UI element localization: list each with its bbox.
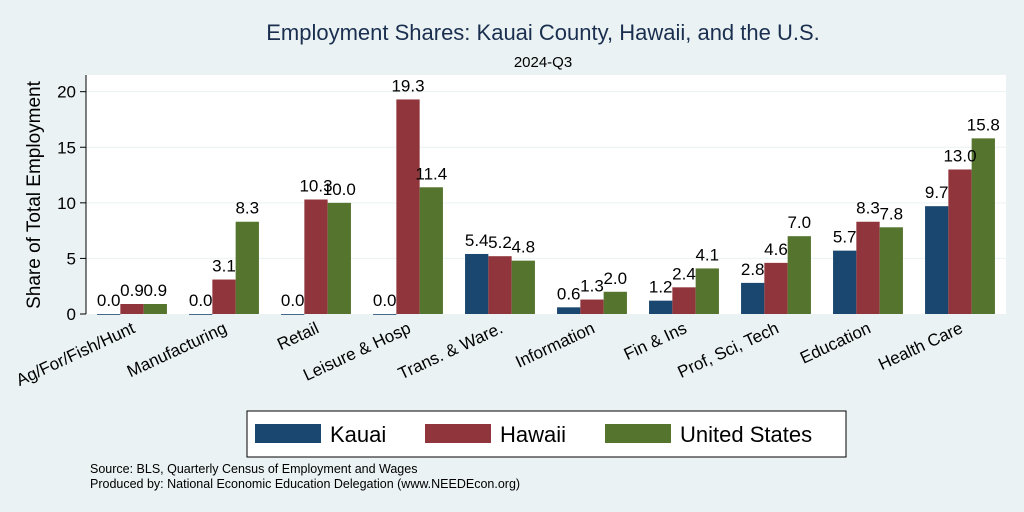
- x-category-label: Retail: [274, 318, 321, 354]
- produced-by-note: Produced by: National Economic Education…: [90, 477, 520, 491]
- y-tick-label: 0: [67, 305, 76, 324]
- bar-value-label: 15.8: [967, 115, 1000, 134]
- bar-hawaii: [212, 279, 236, 314]
- legend-label: Hawaii: [500, 422, 566, 447]
- bar-value-label: 13.0: [943, 146, 976, 165]
- bar-hawaii: [120, 303, 144, 314]
- bar-value-label: 1.2: [649, 278, 673, 297]
- bar-united-states: [143, 303, 167, 314]
- bar-hawaii: [764, 262, 788, 314]
- bar-value-label: 2.4: [672, 264, 696, 283]
- bar-kauai: [465, 253, 489, 314]
- bars: [97, 99, 995, 315]
- bar-value-label: 2.0: [603, 269, 627, 288]
- bar-value-label: 0.9: [143, 281, 167, 300]
- bar-hawaii: [488, 256, 512, 314]
- bar-united-states: [235, 221, 259, 314]
- bar-value-label: 0.0: [97, 291, 121, 310]
- bar-value-label: 4.8: [511, 238, 535, 257]
- bar-value-label: 4.1: [695, 245, 719, 264]
- bar-value-label: 4.6: [764, 240, 788, 259]
- bar-kauai: [833, 250, 857, 314]
- legend: Kauai Hawaii United States: [255, 422, 812, 447]
- x-category-label: Information: [513, 318, 598, 371]
- bar-hawaii: [304, 199, 328, 314]
- y-tick-label: 5: [67, 249, 76, 268]
- source-note: Source: BLS, Quarterly Census of Employm…: [90, 462, 417, 476]
- bar-value-label: 8.3: [856, 199, 880, 218]
- x-category-label: Manufacturing: [124, 318, 230, 381]
- legend-label: Kauai: [330, 422, 386, 447]
- bar-value-label: 5.4: [465, 231, 489, 250]
- bar-value-label: 10.0: [323, 180, 356, 199]
- bar-united-states: [787, 236, 811, 314]
- bar-hawaii: [948, 169, 972, 314]
- bar-value-label: 8.3: [235, 199, 259, 218]
- bar-kauai: [925, 206, 949, 314]
- bar-united-states: [603, 291, 627, 314]
- y-tick-label: 10: [57, 194, 76, 213]
- bar-value-label: 11.4: [415, 164, 447, 183]
- legend-box: [246, 410, 847, 458]
- y-tick-label: 20: [57, 83, 76, 102]
- bar-kauai: [189, 314, 213, 315]
- bar-value-label: 9.7: [925, 183, 949, 202]
- bar-value-label: 5.7: [833, 228, 857, 247]
- bar-united-states: [511, 260, 535, 314]
- x-category-label: Fin & Ins: [621, 318, 690, 364]
- bar-value-label: 0.9: [120, 281, 144, 300]
- bar-value-label: 0.6: [557, 284, 581, 303]
- bar-value-label: 19.3: [391, 76, 424, 95]
- bar-united-states: [419, 187, 443, 314]
- x-category-label: Health Care: [875, 318, 965, 374]
- bar-value-label: 2.8: [741, 260, 765, 279]
- bar-value-label: 0.0: [189, 291, 213, 310]
- y-axis-ticks: 0 5 10 15 20: [57, 83, 86, 324]
- bar-kauai: [373, 314, 397, 315]
- legend-swatch-united-states: [605, 424, 671, 443]
- bar-value-label: 7.8: [879, 204, 903, 223]
- bar-value-label: 10.3: [299, 177, 332, 196]
- y-tick-label: 15: [57, 138, 76, 157]
- bar-kauai: [557, 307, 581, 314]
- bar-united-states: [327, 202, 351, 314]
- bar-kauai: [281, 314, 305, 315]
- bar-kauai: [741, 282, 765, 314]
- bar-hawaii: [396, 99, 420, 314]
- legend-swatch-kauai: [255, 424, 321, 443]
- bar-value-label: 3.1: [212, 257, 236, 276]
- bar-value-label: 0.0: [281, 291, 305, 310]
- legend-label: United States: [680, 422, 812, 447]
- x-category-label: Ag/For/Fish/Hunt: [13, 318, 138, 390]
- chart-subtitle: 2024-Q3: [514, 54, 572, 71]
- x-category-label: Prof, Sci, Tech: [675, 318, 782, 381]
- y-axis-label: Share of Total Employment: [24, 80, 45, 308]
- legend-swatch-hawaii: [425, 424, 491, 443]
- bar-united-states: [695, 268, 719, 314]
- value-labels: 0.00.9 0.90.03.18.30.010.310.00.019.311.4…: [97, 76, 1000, 310]
- chart-title: Employment Shares: Kauai County, Hawaii,…: [266, 20, 820, 45]
- bar-hawaii: [672, 287, 696, 314]
- bar-kauai: [649, 300, 673, 314]
- bar-value-label: 7.0: [787, 213, 811, 232]
- bar-hawaii: [856, 221, 880, 314]
- bar-hawaii: [580, 299, 604, 314]
- bar-united-states: [971, 138, 995, 314]
- bar-value-label: 1.3: [580, 277, 604, 296]
- x-category-label: Education: [797, 318, 874, 367]
- bar-united-states: [879, 227, 903, 314]
- bar-value-label: 5.2: [488, 233, 512, 252]
- bar-value-label: 0.0: [373, 291, 397, 310]
- x-category-label: Trans. & Ware.: [395, 318, 505, 383]
- bar-kauai: [97, 314, 121, 315]
